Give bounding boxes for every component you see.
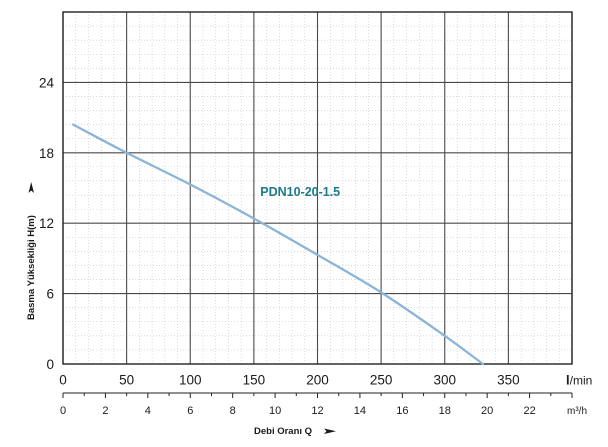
secondary-x-tick-label: 22 <box>523 405 535 417</box>
y-axis-arrow-icon <box>28 182 34 193</box>
series-label: PDN10-20-1.5 <box>260 185 340 199</box>
x-tick-label: 100 <box>179 373 202 388</box>
secondary-x-tick-label: 8 <box>230 405 236 417</box>
y-tick-label: 6 <box>46 287 54 302</box>
x-axis-arrow-icon <box>324 428 336 434</box>
x-tick-label: 50 <box>119 373 134 388</box>
secondary-x-tick-label: 12 <box>311 405 323 417</box>
y-tick-labels: 0 6 12 18 24 <box>39 75 55 372</box>
secondary-x-axis: 0 2 4 6 8 10 12 14 16 18 20 22 <box>60 392 573 417</box>
y-tick-label: 0 <box>46 357 54 372</box>
y-tick-label: 12 <box>39 216 54 231</box>
x-tick-label: 150 <box>243 373 266 388</box>
secondary-x-tick-label: 14 <box>354 405 366 417</box>
y-tick-label: 18 <box>39 146 54 161</box>
x-axis-title: Debi Oranı Q <box>254 426 312 437</box>
x-axis-unit: l/min <box>566 373 592 388</box>
series-line <box>72 123 485 366</box>
x-tick-label: 350 <box>497 373 520 388</box>
secondary-x-tick-label: 2 <box>102 405 108 417</box>
secondary-x-tick-label: 4 <box>145 405 151 417</box>
secondary-x-tick-label: 10 <box>269 405 281 417</box>
secondary-x-tick-label: 16 <box>396 405 408 417</box>
secondary-x-tick-label: 18 <box>439 405 451 417</box>
y-axis-title: Basma Yüksekliği H(m) <box>26 215 37 320</box>
series-layer: PDN10-20-1.5 <box>72 123 485 366</box>
secondary-x-tick-label: 0 <box>60 405 66 417</box>
x-tick-label: 0 <box>59 373 67 388</box>
secondary-x-tick-label: 6 <box>187 405 193 417</box>
secondary-x-tick-label: 20 <box>481 405 493 417</box>
y-axis-title-group: Basma Yüksekliği H(m) <box>26 182 37 320</box>
x-tick-labels: 0 50 100 150 200 250 300 350 <box>59 373 519 388</box>
x-tick-label: 300 <box>433 373 456 388</box>
x-axis-title-group: Debi Oranı Q <box>254 426 336 437</box>
secondary-x-axis-unit: m³/h <box>567 406 587 417</box>
plot-frame <box>62 11 573 365</box>
x-tick-label: 250 <box>370 373 393 388</box>
y-tick-label: 24 <box>39 75 55 90</box>
x-tick-label: 200 <box>306 373 329 388</box>
